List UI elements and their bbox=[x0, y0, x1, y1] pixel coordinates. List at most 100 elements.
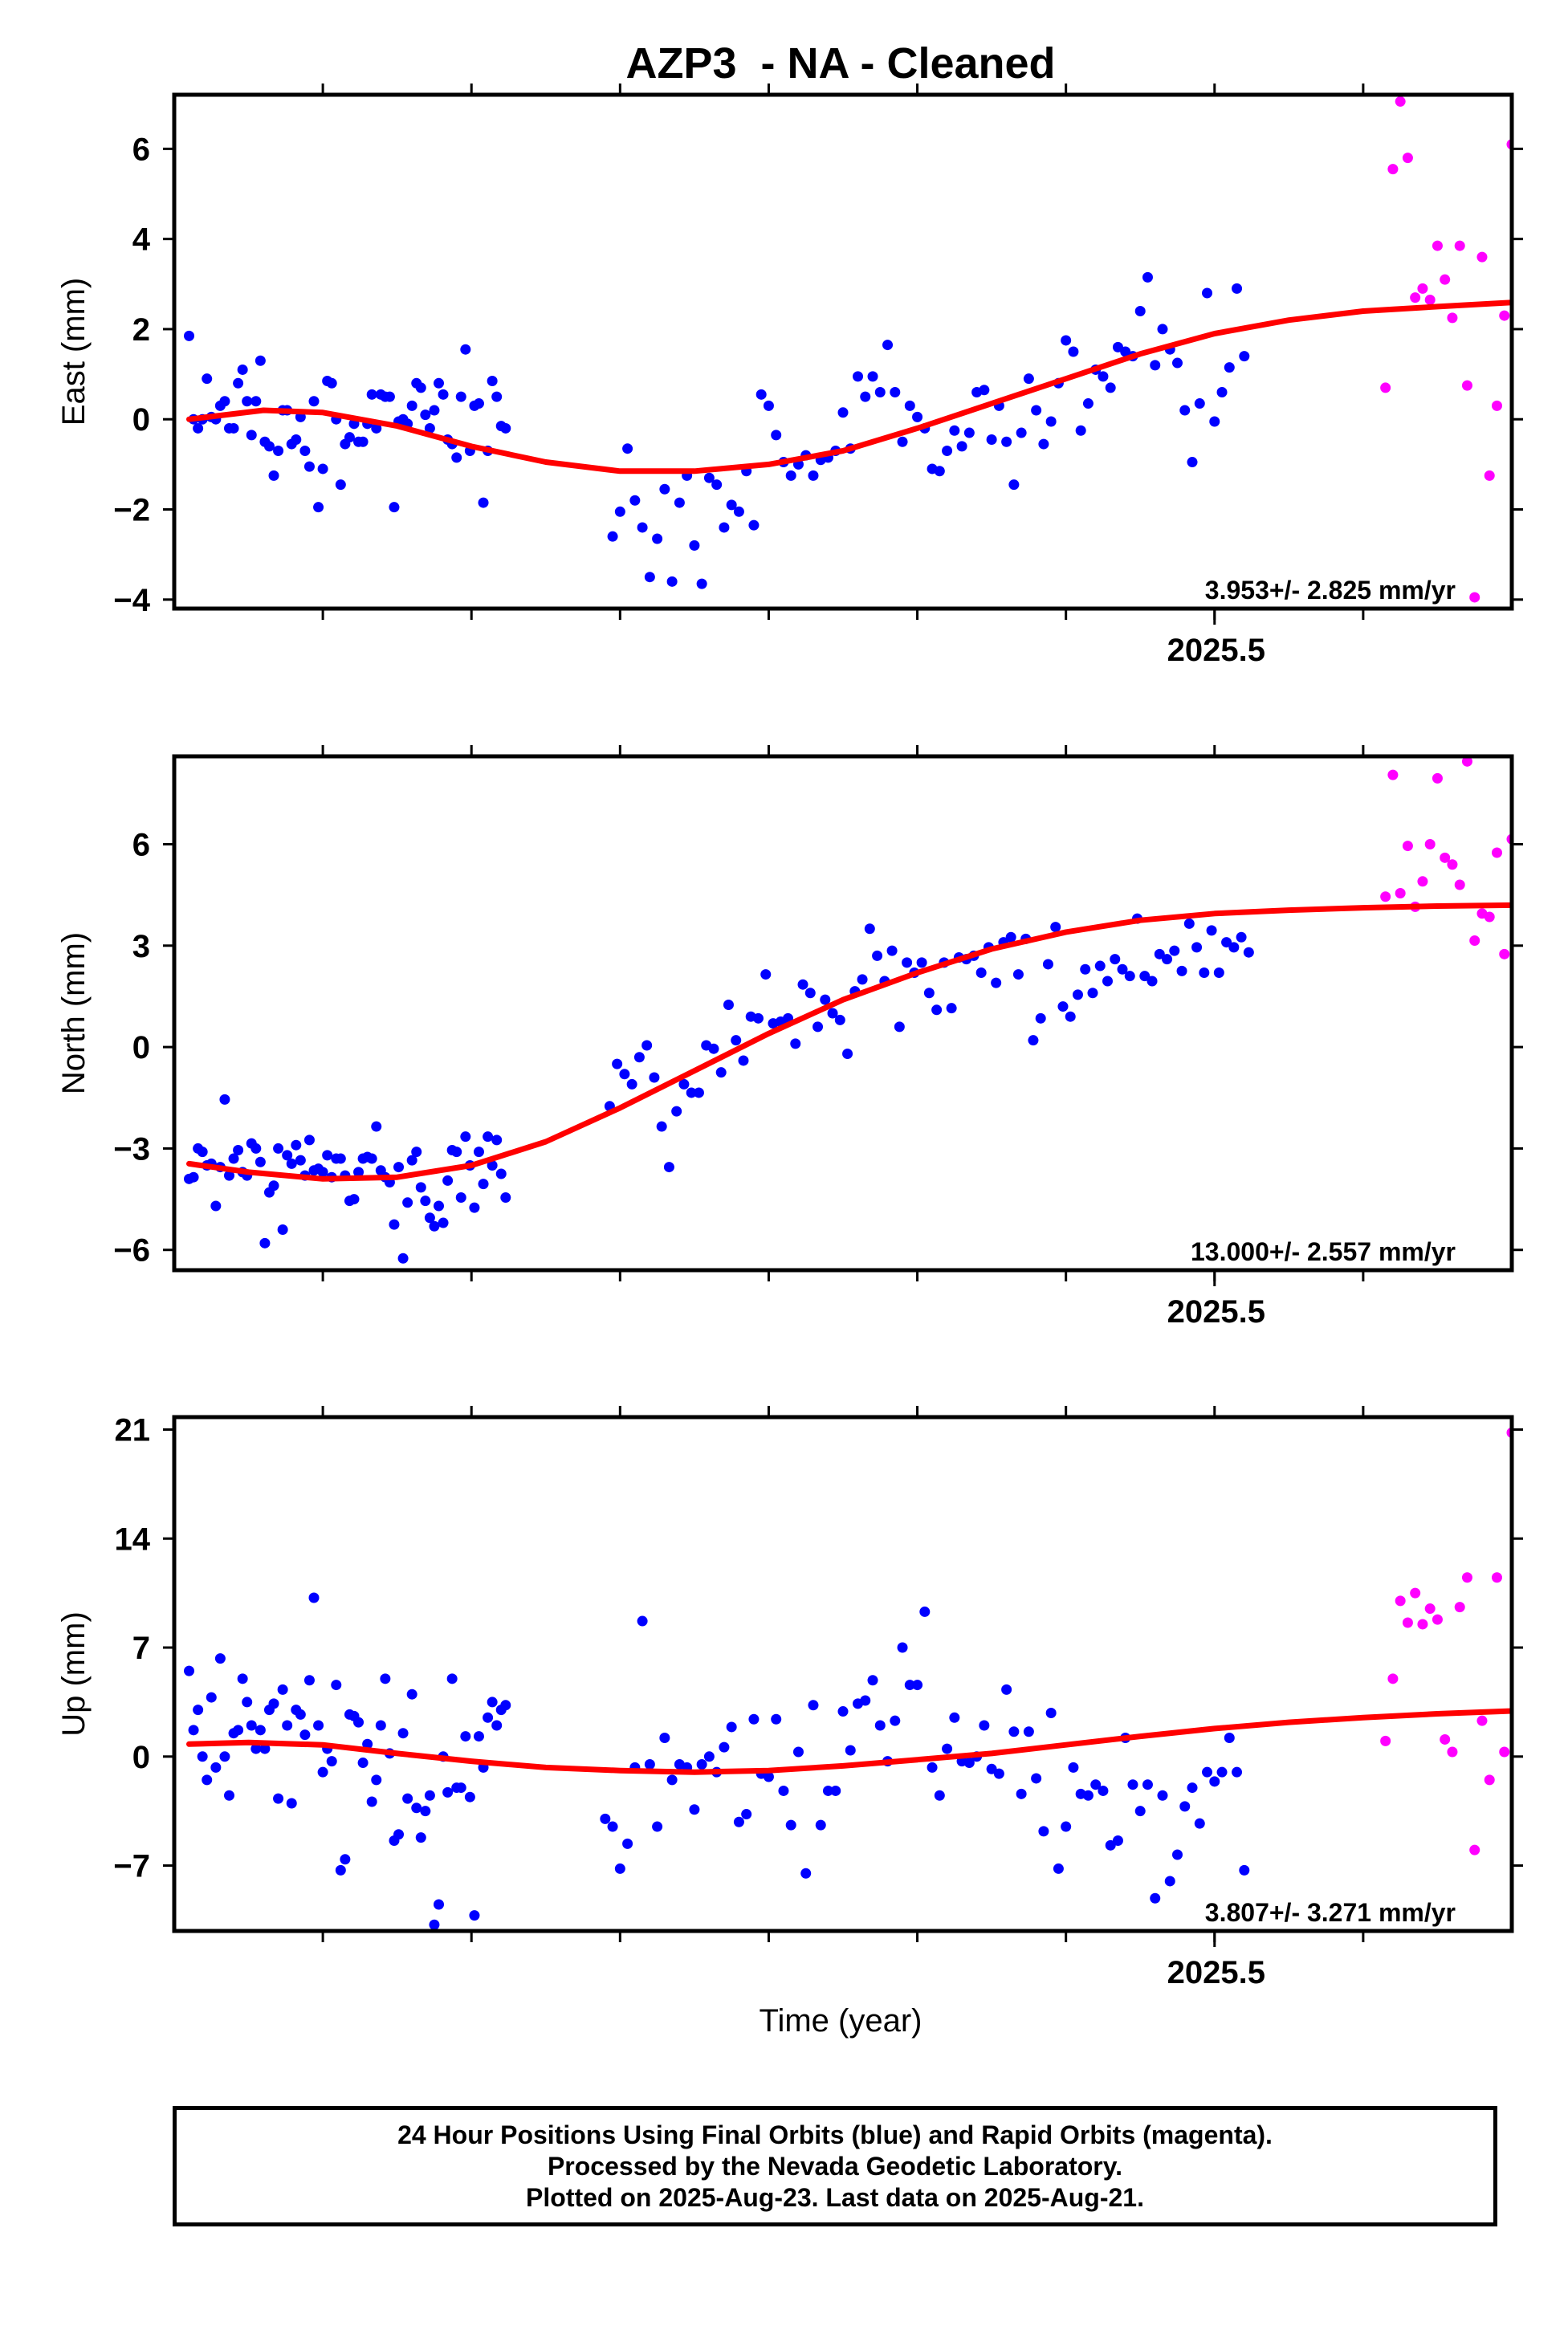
data-point bbox=[424, 1212, 435, 1224]
data-point bbox=[1035, 1012, 1046, 1024]
data-point bbox=[1387, 1673, 1399, 1684]
data-point bbox=[1061, 335, 1072, 346]
data-point bbox=[1005, 931, 1016, 943]
data-point bbox=[1001, 436, 1012, 447]
data-point bbox=[1461, 756, 1472, 767]
data-point bbox=[1380, 382, 1391, 393]
data-point bbox=[897, 1642, 908, 1653]
data-point bbox=[1454, 240, 1465, 251]
rate-label-east: 3.953+/- 2.825 mm/yr bbox=[1205, 576, 1456, 605]
data-point bbox=[979, 385, 990, 396]
data-point bbox=[1061, 1821, 1072, 1832]
data-point bbox=[357, 1758, 369, 1769]
data-point bbox=[1440, 274, 1451, 285]
data-point bbox=[600, 1813, 611, 1824]
data-point bbox=[451, 1147, 462, 1158]
data-point bbox=[242, 1697, 253, 1708]
y-tick-label: 3 bbox=[132, 929, 150, 964]
data-point bbox=[1224, 1733, 1235, 1744]
data-point bbox=[1102, 976, 1113, 987]
data-point bbox=[874, 387, 886, 398]
data-point bbox=[193, 1705, 204, 1716]
panel-north: 2025.5 −6 −3 0 3 6 North (mm) 13.000+/- 2.557 m… bbox=[56, 745, 1523, 1330]
data-point bbox=[1461, 1572, 1472, 1583]
data-point bbox=[715, 1067, 727, 1078]
data-point bbox=[644, 572, 655, 583]
data-point bbox=[308, 396, 320, 407]
data-point bbox=[483, 1712, 494, 1723]
y-tick-label: 21 bbox=[115, 1413, 151, 1448]
data-point bbox=[197, 1751, 208, 1762]
data-point bbox=[1514, 292, 1525, 303]
data-point bbox=[696, 1758, 707, 1770]
data-point bbox=[1105, 1839, 1116, 1851]
data-point bbox=[1187, 457, 1198, 468]
y-axis-label-up: Up (mm) bbox=[56, 1611, 92, 1737]
data-point bbox=[949, 1712, 960, 1723]
data-point bbox=[233, 1145, 244, 1156]
data-point bbox=[1476, 1715, 1488, 1726]
data-point bbox=[1164, 1876, 1175, 1887]
data-point bbox=[755, 389, 767, 400]
data-point bbox=[857, 974, 868, 985]
data-point bbox=[1232, 1766, 1243, 1778]
data-point bbox=[1387, 164, 1399, 175]
data-point bbox=[299, 446, 311, 457]
data-point bbox=[820, 994, 831, 1005]
data-point bbox=[804, 988, 816, 999]
data-point bbox=[652, 533, 663, 544]
data-point bbox=[1213, 967, 1224, 978]
data-point bbox=[916, 957, 927, 968]
data-point bbox=[397, 1728, 409, 1739]
data-point bbox=[1484, 911, 1495, 923]
data-point bbox=[473, 398, 484, 409]
data-point bbox=[1499, 310, 1510, 321]
data-point bbox=[1206, 925, 1217, 936]
data-point bbox=[1098, 371, 1109, 382]
data-point bbox=[357, 436, 369, 447]
data-point bbox=[1484, 1774, 1495, 1786]
data-point bbox=[607, 1821, 618, 1832]
y-tick-label: 0 bbox=[132, 1740, 150, 1775]
data-point bbox=[633, 1052, 645, 1063]
data-point bbox=[1476, 251, 1488, 263]
data-point bbox=[723, 999, 734, 1010]
data-point bbox=[659, 483, 670, 495]
data-point bbox=[1402, 841, 1413, 852]
data-point bbox=[1045, 1707, 1057, 1718]
data-point bbox=[1236, 931, 1247, 943]
data-point bbox=[1150, 360, 1161, 371]
data-point bbox=[500, 422, 511, 434]
data-point bbox=[912, 411, 923, 422]
data-point bbox=[500, 1700, 511, 1711]
data-point bbox=[1179, 405, 1191, 416]
data-point bbox=[671, 1106, 682, 1117]
data-point bbox=[1221, 937, 1232, 948]
data-point bbox=[393, 1162, 405, 1173]
data-point bbox=[1068, 346, 1079, 357]
data-point bbox=[1410, 292, 1421, 303]
data-point bbox=[897, 436, 908, 447]
data-point bbox=[1491, 1572, 1502, 1583]
data-point bbox=[1387, 769, 1399, 780]
data-point bbox=[622, 1838, 633, 1849]
data-point bbox=[255, 355, 266, 366]
data-point bbox=[1380, 891, 1391, 902]
data-point bbox=[424, 1790, 435, 1801]
data-point bbox=[853, 371, 864, 382]
data-point bbox=[931, 1004, 943, 1016]
data-point bbox=[1469, 935, 1480, 946]
data-point bbox=[949, 425, 960, 436]
data-point bbox=[644, 1758, 655, 1770]
data-point bbox=[1016, 1788, 1027, 1799]
data-point bbox=[214, 1653, 226, 1664]
data-point bbox=[1050, 922, 1061, 933]
panel-up: 2025.5 −7 0 7 14 21 Up (mm) 3.807+/- 3.271 mm/y… bbox=[56, 1406, 1523, 1990]
data-point bbox=[1112, 1835, 1123, 1847]
data-point bbox=[210, 1762, 222, 1773]
data-point bbox=[890, 1715, 901, 1726]
data-point bbox=[1191, 942, 1203, 953]
data-point bbox=[455, 1782, 466, 1794]
panel-frame-east bbox=[172, 92, 1514, 611]
data-point bbox=[867, 1675, 878, 1686]
